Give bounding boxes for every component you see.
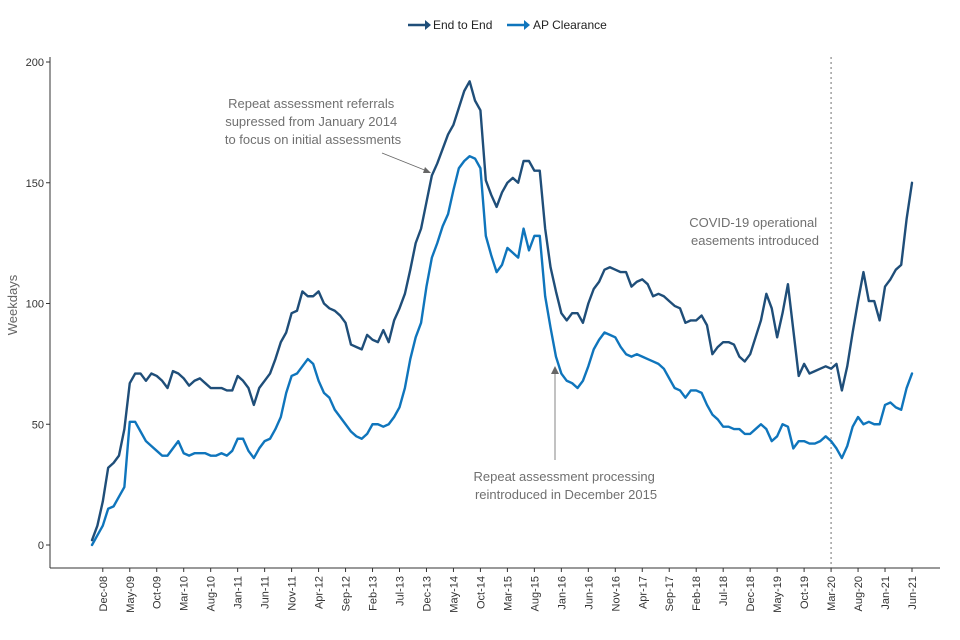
x-tick-label: Jan-11	[233, 576, 245, 609]
annotation-referrals-line-1: Repeat assessment referrals	[228, 96, 395, 111]
annotation-covid-line-2: easements introduced	[691, 233, 819, 248]
legend-item-end-to-end[interactable]: End to End	[408, 18, 492, 32]
x-tick-label: Jan-16	[556, 576, 568, 610]
annotation-covid-line-1: COVID-19 operational	[689, 215, 817, 230]
x-tick-label: Sep-12	[341, 576, 353, 611]
y-tick-label: 0	[38, 540, 44, 552]
x-tick-label: Jan-21	[880, 576, 892, 610]
annotation-processing-line-2: reintroduced in December 2015	[475, 487, 657, 502]
y-axis-ticks: 0 50 100 150 200	[26, 57, 50, 552]
annotation-repeat-processing: Repeat assessment processing reintroduce…	[474, 366, 659, 502]
x-tick-label: May-19	[772, 576, 784, 613]
y-axis-title: Weekdays	[5, 274, 20, 335]
x-tick-label: Apr-17	[637, 576, 649, 609]
annotation-covid: COVID-19 operational easements introduce…	[689, 215, 821, 248]
annotation-referrals-arrow	[381, 152, 428, 172]
x-tick-label: Mar-20	[826, 576, 838, 611]
x-tick-label: Dec-18	[745, 576, 757, 611]
x-tick-label: Apr-12	[314, 576, 326, 609]
annotation-processing-line-1: Repeat assessment processing	[474, 469, 655, 484]
legend-label-end-to-end: End to End	[433, 18, 492, 32]
x-tick-label: Feb-13	[368, 576, 380, 611]
y-tick-label: 200	[26, 57, 44, 69]
x-tick-label: Jul-18	[718, 576, 730, 606]
series-line-ap-clearance	[90, 154, 914, 547]
x-tick-label: Sep-17	[664, 576, 676, 611]
svg-text:Repeat assessment referrals: Repeat assessment referrals supressed fr…	[225, 96, 402, 147]
x-tick-label: Nov-16	[610, 576, 622, 611]
x-tick-label: Mar-10	[179, 576, 191, 611]
x-tick-label: Jul-13	[395, 576, 407, 606]
x-tick-label: Oct-14	[475, 576, 487, 609]
x-tick-label: Oct-09	[152, 576, 164, 609]
legend-item-ap-clearance[interactable]: AP Clearance	[507, 18, 607, 32]
series-layer	[90, 80, 914, 547]
x-tick-label: Dec-08	[98, 576, 110, 611]
x-tick-label: Jun-11	[260, 576, 272, 609]
x-tick-label: Aug-20	[853, 576, 865, 611]
x-tick-label: Oct-19	[799, 576, 811, 609]
series-line-end-to-end	[90, 80, 914, 542]
x-tick-label: Aug-10	[206, 576, 218, 611]
x-tick-label: Jun-16	[583, 576, 595, 610]
x-tick-label: Dec-13	[421, 576, 433, 611]
annotation-referrals-line-3: to focus on initial assessments	[225, 132, 402, 147]
legend-label-ap-clearance: AP Clearance	[533, 18, 607, 32]
annotation-referrals: Repeat assessment referrals supressed fr…	[225, 96, 431, 173]
y-tick-label: 150	[26, 178, 44, 190]
annotation-referrals-line-2: supressed from January 2014	[225, 114, 397, 129]
legend: End to End AP Clearance	[408, 18, 607, 32]
y-tick-label: 50	[32, 419, 44, 431]
x-tick-label: May-09	[125, 576, 137, 613]
x-tick-label: Aug-15	[529, 576, 541, 611]
x-tick-label: May-14	[448, 576, 460, 613]
svg-text:Repeat assessment processing: Repeat assessment processing reintroduce…	[474, 469, 659, 502]
svg-text:COVID-19 operational eas: COVID-19 operational easements introduce…	[689, 215, 821, 248]
y-tick-label: 100	[26, 299, 44, 311]
x-tick-label: Mar-15	[502, 576, 514, 611]
x-axis-ticks: Dec-08 May-09 Oct-09 Mar-10 Aug-10 Jan-11 Jun-…	[98, 568, 919, 613]
x-tick-label: Feb-18	[691, 576, 703, 611]
x-tick-label: Nov-11	[287, 576, 299, 611]
x-tick-label: Jun-21	[907, 576, 919, 610]
